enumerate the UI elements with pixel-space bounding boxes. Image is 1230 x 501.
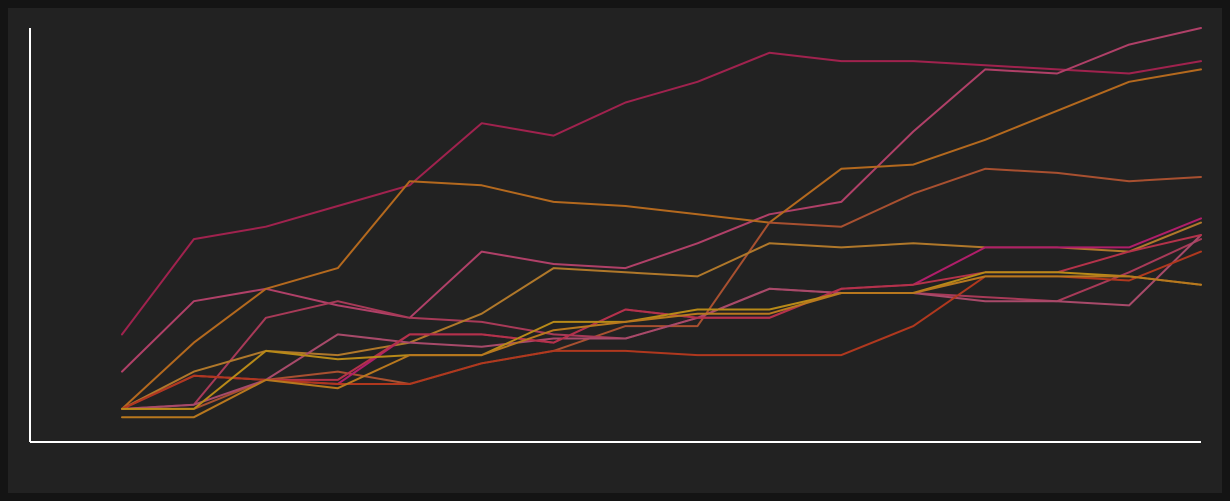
series-line-5 [121, 238, 1202, 410]
series-line-4 [121, 167, 1202, 410]
series-line-11 [121, 271, 1202, 410]
series-line-12 [121, 275, 1202, 419]
series-line-2 [121, 27, 1202, 373]
chart-frame [8, 8, 1222, 493]
line-chart [29, 27, 1202, 443]
series-line-1 [121, 51, 1202, 336]
series-layer [121, 27, 1202, 419]
series-line-7 [121, 234, 1202, 410]
series-line-3 [121, 68, 1202, 410]
